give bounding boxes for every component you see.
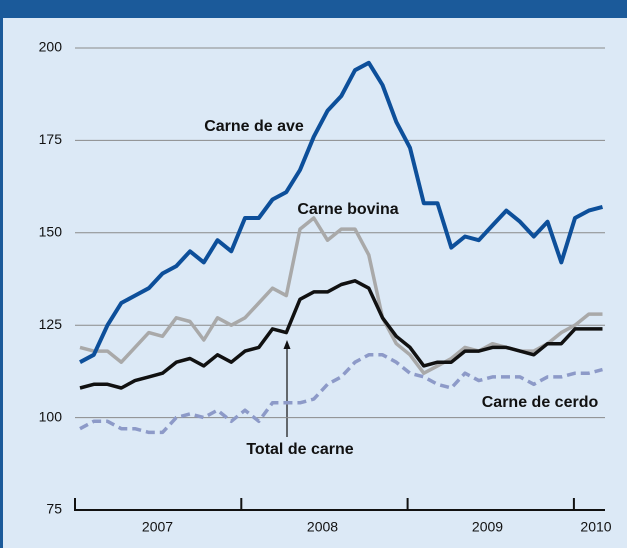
series-label: Carne de ave: [204, 118, 304, 135]
y-tick-label: 150: [39, 224, 63, 240]
x-tick-label: 2008: [307, 519, 338, 535]
y-tick-label: 200: [39, 39, 63, 55]
y-tick-label: 175: [39, 131, 63, 147]
y-tick-label: 125: [39, 316, 63, 332]
y-tick-label: 100: [39, 408, 63, 424]
left-border: [0, 0, 3, 548]
series-label: Carne bovina: [297, 201, 398, 218]
series-line: [79, 60, 604, 364]
header-band: [0, 0, 627, 18]
x-tick-label: 2009: [472, 519, 503, 535]
series-line: [79, 279, 603, 390]
series-label: Total de carne: [246, 441, 353, 458]
x-tick-label: 2010: [580, 519, 611, 535]
arrow-head: [283, 340, 291, 349]
series-label: Carne de cerdo: [482, 394, 599, 411]
series-line: [79, 353, 603, 435]
x-tick-label: 2007: [142, 519, 173, 535]
y-tick-label: 75: [46, 501, 62, 517]
